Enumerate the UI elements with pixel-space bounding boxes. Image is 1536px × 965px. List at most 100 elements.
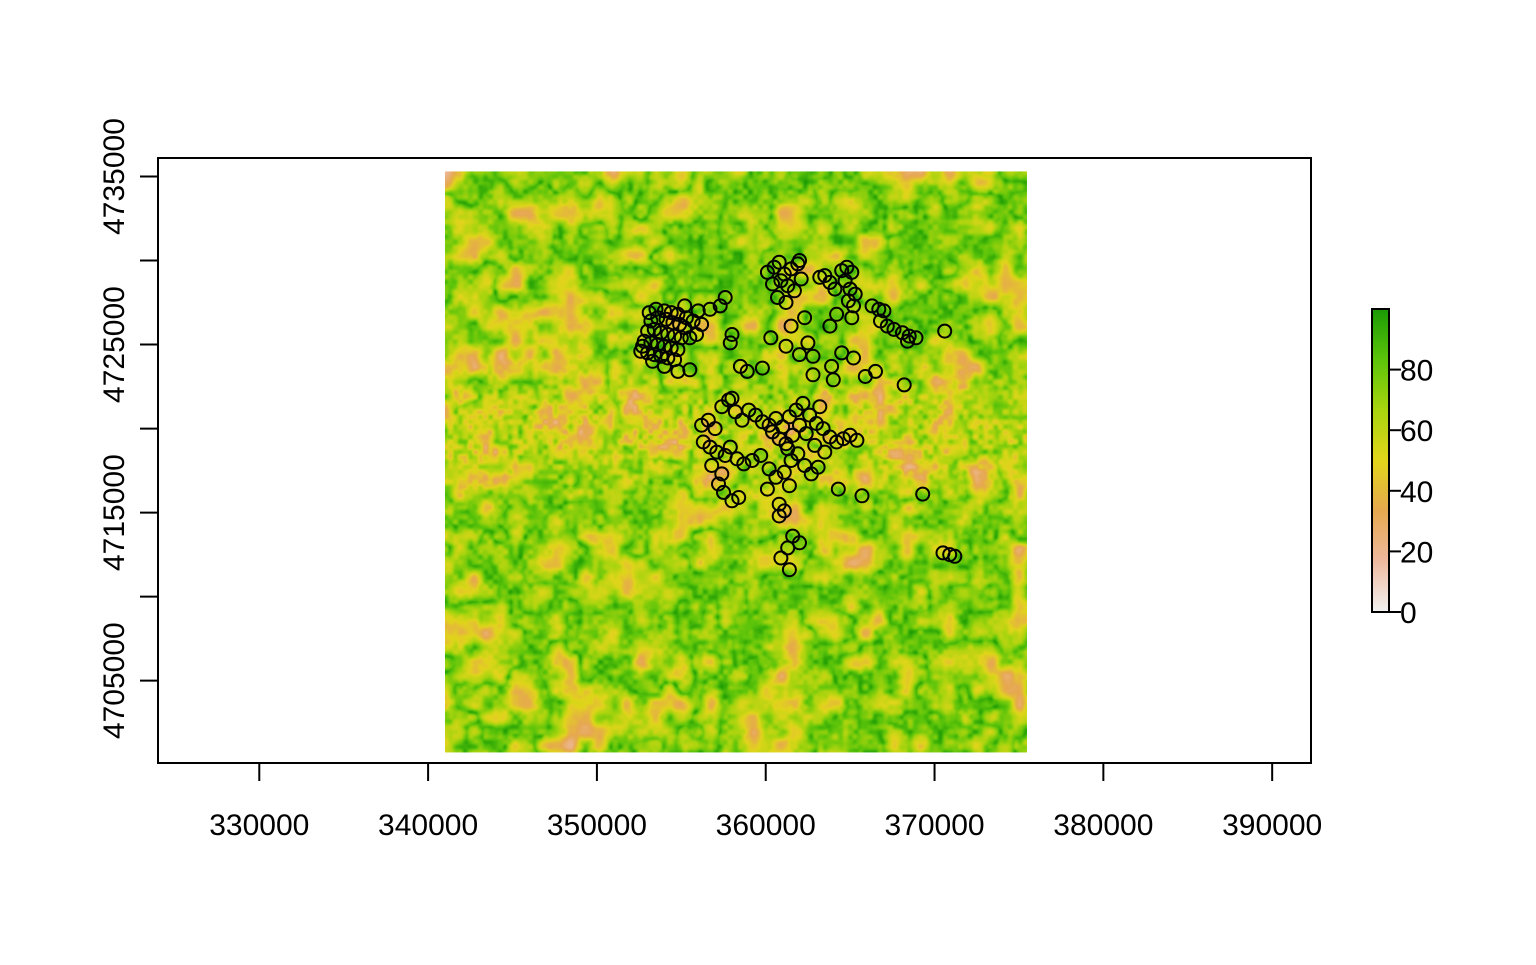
data-point [712,298,728,314]
data-point [780,441,796,457]
data-point [793,271,809,287]
data-point [908,330,924,346]
data-point [795,395,811,411]
x-tick-label: 390000 [1222,809,1322,842]
data-point [677,298,693,314]
x-tick-label: 360000 [716,809,816,842]
data-point [844,310,860,326]
data-point [653,348,669,364]
data-point [763,330,779,346]
x-tick-label: 350000 [547,809,647,842]
data-point [900,333,915,349]
data-point [805,367,821,383]
data-point [800,335,816,351]
data-point [641,305,657,321]
x-tick-label: 340000 [378,809,478,842]
data-point [812,399,828,415]
data-point [827,281,843,297]
data-point [810,459,826,475]
data-point [915,486,931,502]
data-point [682,362,698,378]
data-point [722,439,738,455]
data-point [849,432,865,448]
data-point [896,377,912,393]
data-point [817,444,833,460]
data-point [792,253,807,268]
data-point [937,323,953,339]
data-point [773,550,789,566]
data-point [753,448,769,463]
x-axis: 330000 340000 350000 360000 370000 380000 3900… [209,762,1322,842]
data-point [768,469,784,485]
y-tick-label: 4715000 [98,454,131,571]
data-point [825,372,841,388]
legend-tick-label: 20 [1400,536,1433,569]
y-axis: 4705000 4715000 4725000 4735000 [98,118,159,739]
data-point [781,562,797,578]
y-tick-label: 4725000 [98,286,131,403]
data-point [734,412,750,428]
data-point [714,466,730,482]
data-point [842,281,858,297]
data-point [797,310,813,326]
data-point [754,360,770,376]
data-point [722,335,738,351]
data-point [656,303,672,319]
data-point [724,327,740,342]
data-point [656,358,672,374]
data-point [778,295,794,310]
data-point [776,503,792,519]
raster-image [444,171,1027,753]
data-point [771,508,787,524]
data-point [805,348,821,364]
data-point [635,338,650,354]
data-point [776,464,792,480]
data-point [731,490,747,505]
point-series [633,253,963,578]
raster-cells [444,171,1027,753]
x-tick-label: 330000 [209,809,309,842]
data-point [829,306,845,322]
y-tick-label: 4735000 [98,118,131,235]
data-point [724,390,740,406]
data-point [646,347,662,363]
data-point [766,259,782,275]
data-point [780,540,796,556]
data-point [702,301,718,317]
data-point [689,327,704,342]
data-point [786,283,802,299]
data-point [765,276,780,292]
x-tick-label: 370000 [884,809,984,842]
data-point [759,481,775,497]
data-point [663,305,679,321]
data-point [854,488,870,504]
data-point [717,290,733,305]
data-point [840,293,856,309]
color-legend: 0 20 40 60 80 [1371,308,1433,630]
data-point [670,342,686,358]
data-point [744,453,760,468]
data-point [829,434,845,450]
data-point [707,421,723,437]
x-tick-label: 380000 [1053,809,1153,842]
data-point [837,273,853,289]
data-point [704,458,720,473]
data-point [716,484,731,500]
data-point [660,350,676,366]
data-point [765,424,780,440]
legend-tick-label: 40 [1400,476,1433,509]
data-point [770,290,785,305]
data-point [857,369,873,384]
data-point [781,478,797,494]
data-point [886,321,902,337]
data-point [648,301,664,317]
data-point [807,437,823,453]
data-point [846,350,861,366]
legend-color-bar [1371,308,1390,613]
data-point [798,426,814,442]
data-point [711,476,726,492]
data-point [736,456,752,472]
data-point [778,338,794,354]
